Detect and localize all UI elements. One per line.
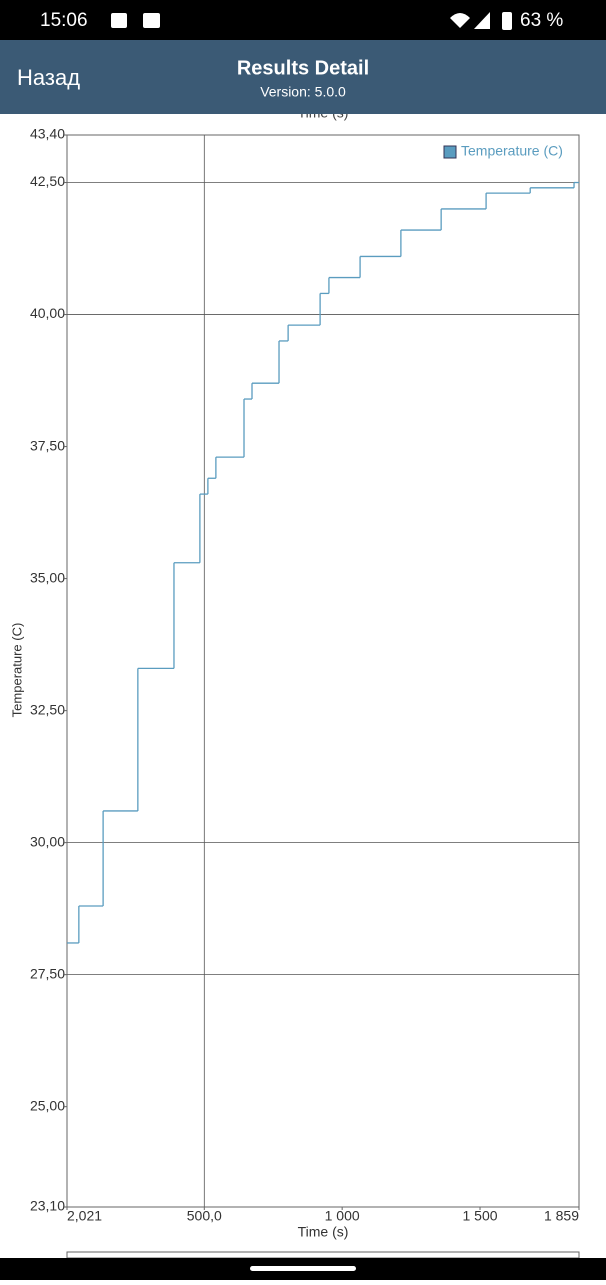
battery-icon	[502, 12, 512, 30]
y-tick-label: 27,50	[30, 965, 65, 981]
plot-frame	[66, 134, 580, 1208]
back-button[interactable]: Назад	[17, 65, 80, 90]
x-tick-label: 1 859	[544, 1208, 579, 1224]
header-bar-edge	[0, 105, 606, 114]
home-indicator[interactable]	[250, 1266, 356, 1271]
y-tick-label: 37,50	[30, 437, 65, 453]
header-bar	[0, 40, 606, 114]
y-tick-label: 42,50	[30, 173, 65, 189]
y-tick-label: 23,10	[30, 1198, 65, 1214]
legend-swatch	[443, 145, 457, 159]
status-icon	[143, 13, 160, 28]
x-tick-label: 500,0	[187, 1208, 222, 1224]
x-tick-label: 1 500	[462, 1208, 497, 1224]
header-title: Results Detail	[237, 57, 369, 79]
next-chart-edge	[66, 1251, 580, 1259]
status-time: 15:06	[40, 10, 88, 31]
x-tick-label: 1 000	[325, 1208, 360, 1224]
y-tick-label: 25,00	[30, 1097, 65, 1113]
legend-label: Temperature (C)	[461, 143, 563, 159]
y-tick-label: 40,00	[30, 305, 65, 321]
status-icon	[111, 13, 127, 28]
status-battery: 63 %	[520, 10, 563, 31]
y-tick-label: 32,50	[30, 701, 65, 717]
x-axis-title: Time (s)	[298, 1224, 349, 1240]
header-subtitle: Version: 5.0.0	[260, 84, 346, 100]
y-tick-label: 30,00	[30, 833, 65, 849]
x-tick-label: 2,021	[67, 1208, 102, 1224]
wifi-icon	[450, 13, 470, 28]
y-tick-label: 43,40	[30, 126, 65, 142]
y-tick-label: 35,00	[30, 569, 65, 585]
y-axis-title: Temperature (C)	[9, 623, 24, 718]
signal-icon	[474, 12, 490, 29]
status-bar	[0, 0, 606, 40]
